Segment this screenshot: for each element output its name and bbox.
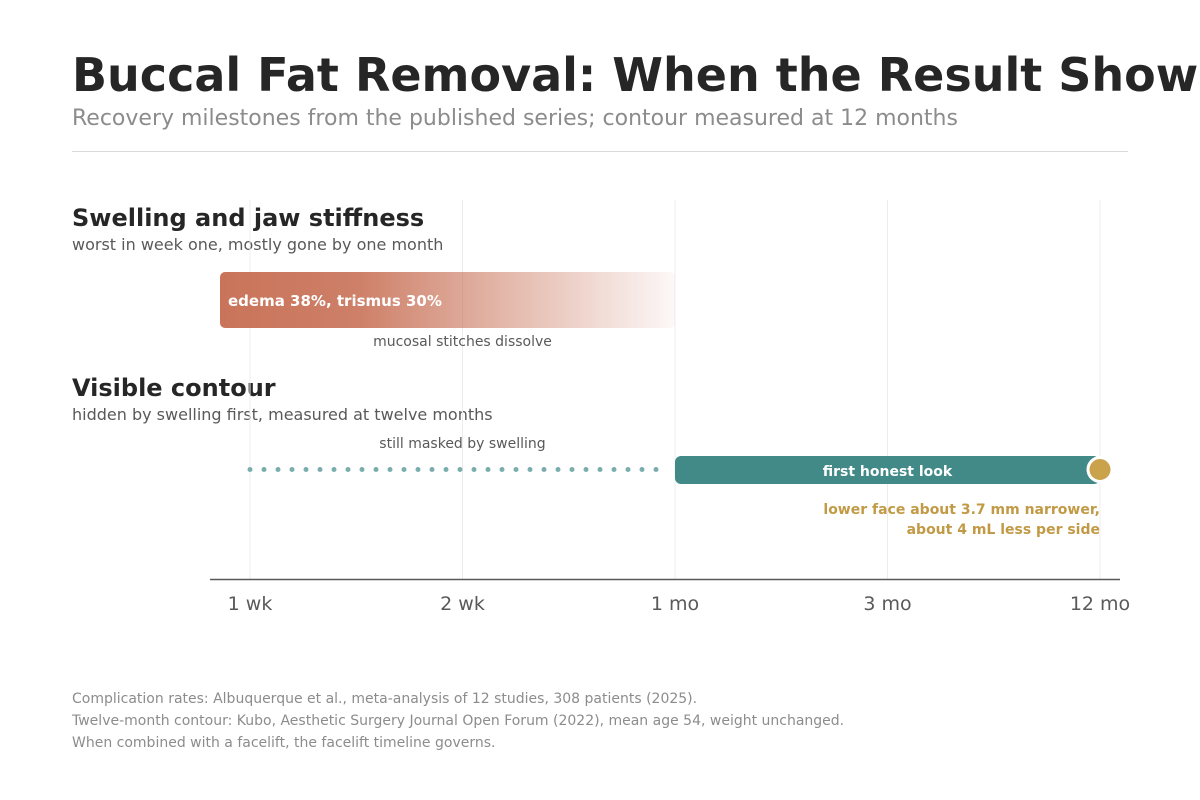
masked-label: still masked by swelling: [379, 436, 545, 452]
footnote-2: Twelve-month contour: Kubo, Aesthetic Su…: [72, 713, 845, 729]
tick-label: 1 mo: [651, 593, 699, 615]
result-annotation-line: about 4 mL less per side: [907, 522, 1100, 538]
contour-bar: [675, 456, 1100, 484]
timeline-chart: 1 wk 2 wk 1 mo 3 mo 12 mo edema 38%, trismus…: [210, 200, 1130, 615]
track-title-contour: Visible contour: [72, 374, 276, 402]
footnote-3: When combined with a facelift, the facel…: [72, 735, 496, 751]
chart-subtitle: Recovery milestones from the published s…: [72, 106, 958, 131]
footnote-1: Complication rates: Albuquerque et al., …: [72, 691, 698, 707]
swelling-bar: [220, 272, 675, 328]
result-annotation-line: lower face about 3.7 mm narrower,: [823, 502, 1100, 518]
track-title-swelling: Swelling and jaw stiffness: [72, 204, 425, 232]
tick-label: 1 wk: [228, 593, 273, 615]
tick-label: 3 mo: [863, 593, 911, 615]
footnotes: Complication rates: Albuquerque et al., …: [72, 688, 844, 754]
swelling-bar-label: edema 38%, trismus 30%: [228, 292, 442, 310]
endpoint-marker: [1086, 456, 1114, 483]
tick-label: 12 mo: [1070, 593, 1130, 615]
tick-label: 2 wk: [440, 593, 485, 615]
stitches-note: mucosal stitches dissolve: [373, 334, 552, 350]
track-subtitle-contour: hidden by swelling first, measured at tw…: [72, 405, 493, 424]
header-divider: [72, 151, 1128, 152]
contour-bar-label: first honest look: [823, 464, 953, 480]
track-subtitle-swelling: worst in week one, mostly gone by one mo…: [72, 235, 444, 254]
chart-title: Buccal Fat Removal: When the Result Show…: [72, 48, 1200, 102]
